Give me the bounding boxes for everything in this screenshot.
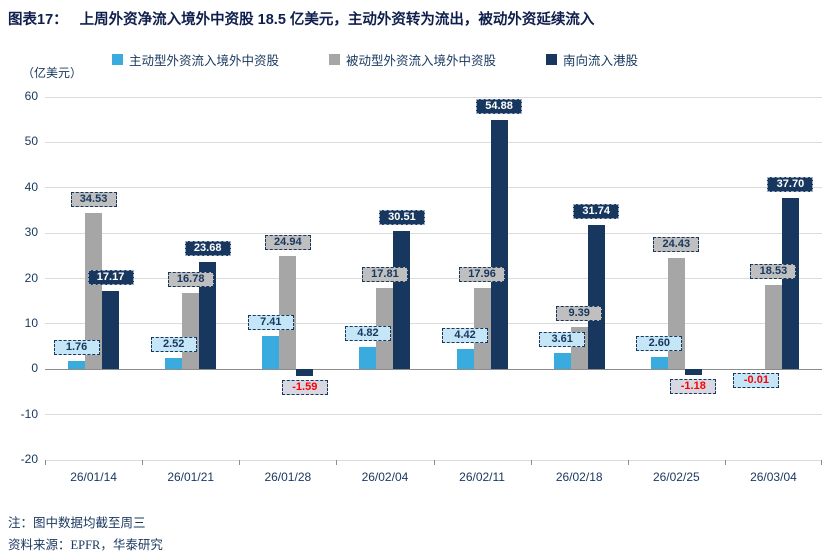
value-label: -1.59 bbox=[281, 380, 328, 396]
bar-series1-26-02-18 bbox=[553, 352, 571, 370]
legend-label-passive: 被动型外资流入境外中资股 bbox=[346, 54, 497, 68]
legend-label-active: 主动型外资流入境外中资股 bbox=[129, 54, 280, 68]
y-tick-label: 40 bbox=[24, 179, 38, 194]
value-label: 17.81 bbox=[361, 267, 408, 283]
gridline bbox=[45, 232, 822, 234]
value-label: 34.53 bbox=[70, 191, 117, 207]
x-tick-mark bbox=[433, 460, 435, 465]
bar-series2-26-01-28 bbox=[279, 256, 297, 370]
value-label: 2.60 bbox=[636, 336, 683, 352]
x-tick-mark bbox=[45, 460, 46, 465]
x-category-label: 26/03/04 bbox=[750, 470, 797, 484]
value-label: 18.53 bbox=[750, 264, 797, 280]
gridline bbox=[45, 323, 822, 325]
legend-swatch-passive-icon bbox=[329, 54, 341, 65]
bar-series2-26-01-14 bbox=[85, 212, 103, 370]
legend-item-passive: 被动型外资流入境外中资股 bbox=[329, 50, 496, 69]
y-tick-label: 50 bbox=[24, 134, 38, 149]
chart-legend: 主动型外资流入境外中资股 被动型外资流入境外中资股 南向流入港股 bbox=[112, 50, 638, 69]
gridline bbox=[45, 96, 822, 98]
x-category-label: 26/01/14 bbox=[70, 470, 117, 484]
value-label: 4.82 bbox=[344, 326, 391, 342]
bar-series2-26-02-25 bbox=[667, 258, 685, 370]
value-label: 4.42 bbox=[442, 328, 489, 344]
value-label: 54.88 bbox=[476, 99, 523, 115]
bar-series1-26-02-11 bbox=[456, 349, 474, 370]
value-label: 24.43 bbox=[653, 237, 700, 253]
x-category-label: 26/01/21 bbox=[167, 470, 215, 484]
bar-series3-26-02-25 bbox=[684, 369, 702, 375]
bar-series1-26-01-14 bbox=[68, 361, 86, 370]
bar-series3-26-03-04 bbox=[781, 198, 799, 370]
bar-series2-26-01-21 bbox=[182, 293, 200, 370]
x-category-label: 26/02/18 bbox=[555, 470, 603, 484]
value-label: 23.68 bbox=[184, 240, 231, 256]
x-tick-mark bbox=[821, 460, 822, 465]
x-tick-mark bbox=[530, 460, 532, 465]
value-label: 16.78 bbox=[167, 272, 214, 288]
value-label: 2.52 bbox=[150, 336, 197, 352]
gridline bbox=[45, 141, 822, 143]
y-tick-label: -10 bbox=[20, 406, 38, 421]
x-category-label: 26/02/04 bbox=[361, 470, 409, 484]
value-label: 24.94 bbox=[264, 235, 311, 251]
x-category-label: 26/02/11 bbox=[459, 470, 505, 484]
y-tick-label: 20 bbox=[24, 270, 38, 285]
value-label: -0.01 bbox=[733, 373, 780, 389]
chart-title-text: 上周外资净流入境外中资股 18.5 亿美元，主动外资转为流出，被动外资延续流入 bbox=[79, 12, 595, 28]
value-label: 30.51 bbox=[378, 209, 425, 225]
bar-series1-26-02-25 bbox=[650, 357, 668, 370]
plot-area: 1.76 2.52 7.41 4.82 4.42 3.61 2.60 -0.01 34.53 16… bbox=[45, 96, 822, 461]
y-axis-unit-label: （亿美元） bbox=[22, 66, 83, 80]
bar-series1-26-02-04 bbox=[359, 347, 377, 370]
legend-swatch-active-icon bbox=[112, 54, 123, 65]
y-tick-label: 10 bbox=[24, 315, 38, 330]
gridline bbox=[45, 278, 822, 279]
y-tick-label: 60 bbox=[24, 89, 38, 103]
x-tick-mark bbox=[336, 460, 338, 465]
value-label: 3.61 bbox=[539, 331, 586, 347]
value-label: 31.74 bbox=[573, 204, 620, 220]
y-tick-label: -20 bbox=[20, 452, 38, 466]
bar-series1-26-01-21 bbox=[165, 357, 183, 370]
y-tick-label: 30 bbox=[24, 225, 38, 240]
bar-series3-26-02-18 bbox=[587, 225, 605, 370]
bar-series3-26-01-28 bbox=[296, 369, 314, 377]
source-line: 资料来源：EPFR，华泰研究 bbox=[8, 538, 163, 552]
note-line: 注：图中数据均截至周三 bbox=[8, 516, 146, 530]
bar-series2-26-03-04 bbox=[764, 285, 782, 370]
legend-swatch-southbound-icon bbox=[546, 54, 558, 65]
legend-item-southbound: 南向流入港股 bbox=[546, 50, 638, 69]
chart-notes: 注：图中数据均截至周三 资料来源：EPFR，华泰研究 bbox=[8, 512, 163, 556]
y-axis: -20 -10 0 10 20 30 40 50 60 bbox=[0, 89, 38, 466]
bar-series3-26-01-14 bbox=[102, 291, 120, 370]
value-label: 7.41 bbox=[247, 314, 294, 330]
value-label: 17.96 bbox=[459, 266, 506, 282]
legend-item-active: 主动型外资流入境外中资股 bbox=[112, 50, 279, 69]
value-label: 37.70 bbox=[767, 177, 814, 193]
x-tick-mark bbox=[724, 460, 726, 465]
x-tick-mark bbox=[142, 460, 144, 465]
x-category-label: 26/01/28 bbox=[264, 470, 312, 484]
gridline bbox=[45, 187, 822, 189]
x-tick-mark bbox=[627, 460, 629, 465]
chart-title-prefix: 图表17： bbox=[8, 12, 68, 28]
zero-gridline bbox=[45, 368, 822, 370]
value-label: 9.39 bbox=[556, 305, 603, 321]
bar-series1-26-01-28 bbox=[262, 335, 280, 370]
y-tick-label: 0 bbox=[31, 361, 38, 376]
value-label: 1.76 bbox=[53, 340, 100, 356]
chart-title: 图表17： 上周外资净流入境外中资股 18.5 亿美元，主动外资转为流出，被动外资… bbox=[8, 8, 594, 29]
x-category-label: 26/02/25 bbox=[652, 470, 700, 484]
bar-series3-26-02-04 bbox=[393, 230, 411, 370]
x-axis: 26/01/14 26/01/21 26/01/28 26/02/04 26/02/11… bbox=[45, 460, 822, 494]
bar-series3-26-02-11 bbox=[490, 120, 508, 370]
value-label: -1.18 bbox=[670, 378, 717, 394]
gridline bbox=[45, 414, 822, 416]
x-tick-mark bbox=[239, 460, 241, 465]
value-label: 17.17 bbox=[87, 270, 134, 286]
legend-label-southbound: 南向流入港股 bbox=[563, 54, 639, 68]
bar-series3-26-01-21 bbox=[199, 261, 217, 370]
